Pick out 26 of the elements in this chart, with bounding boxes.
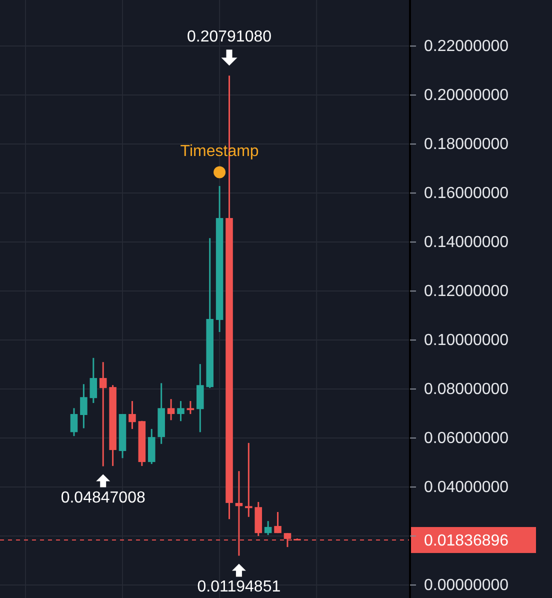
y-tick-label: 0.20000000 bbox=[424, 87, 509, 104]
y-tick-label: 0.16000000 bbox=[424, 185, 509, 202]
ref-line-label: 0.01836896 bbox=[424, 532, 509, 550]
candlestick bbox=[80, 383, 88, 429]
annotation: 0.20791080 bbox=[186, 28, 272, 46]
y-tick-label: 0.08000000 bbox=[424, 381, 509, 398]
candlestick bbox=[186, 400, 194, 415]
y-tick-label: 0.22000000 bbox=[424, 38, 509, 56]
candlestick bbox=[99, 361, 107, 468]
y-tick-label: 0.04000000 bbox=[424, 479, 509, 496]
candlestick bbox=[128, 400, 136, 430]
candlestick bbox=[245, 442, 252, 518]
candlestick bbox=[274, 511, 282, 534]
y-tick-label: 0.10000000 bbox=[424, 332, 509, 350]
annotation: 0.01194851 bbox=[197, 578, 281, 596]
y-tick-label: 0.06000000 bbox=[424, 430, 509, 448]
y-tick-label: 0.14000000 bbox=[424, 234, 509, 252]
y-tick-label: 0.00000000 bbox=[424, 577, 509, 594]
candlestick bbox=[177, 400, 184, 422]
y-tick-label: 0.12000000 bbox=[424, 283, 509, 300]
y-tick-label: 0.18000000 bbox=[424, 136, 509, 154]
candlestick bbox=[70, 407, 78, 437]
annotation: 0.04847008 bbox=[60, 489, 146, 506]
candlestick bbox=[167, 398, 175, 421]
candlestick bbox=[264, 520, 272, 536]
candlestick bbox=[90, 357, 98, 404]
